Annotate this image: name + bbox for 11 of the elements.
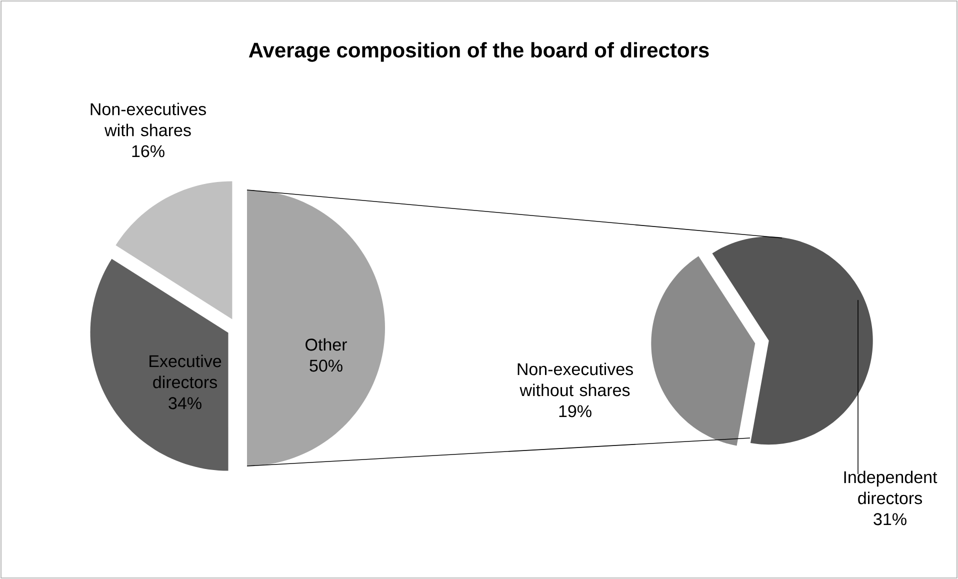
data-label: 16% [132,145,164,158]
slice-label: Independent directors [844,470,938,504]
slice-label: Executive directors [150,354,222,388]
slice-label: Non-executives without shares [518,362,633,396]
data-label: 34% [168,397,202,410]
data-label: 50% [310,360,342,372]
text: Average composition of the board of directors [248,42,709,62]
slice-label: Non-executives with shares [90,102,206,136]
data-label: 31% [874,513,906,526]
slice-label: Other [306,338,347,351]
data-label: 19% [559,405,592,418]
